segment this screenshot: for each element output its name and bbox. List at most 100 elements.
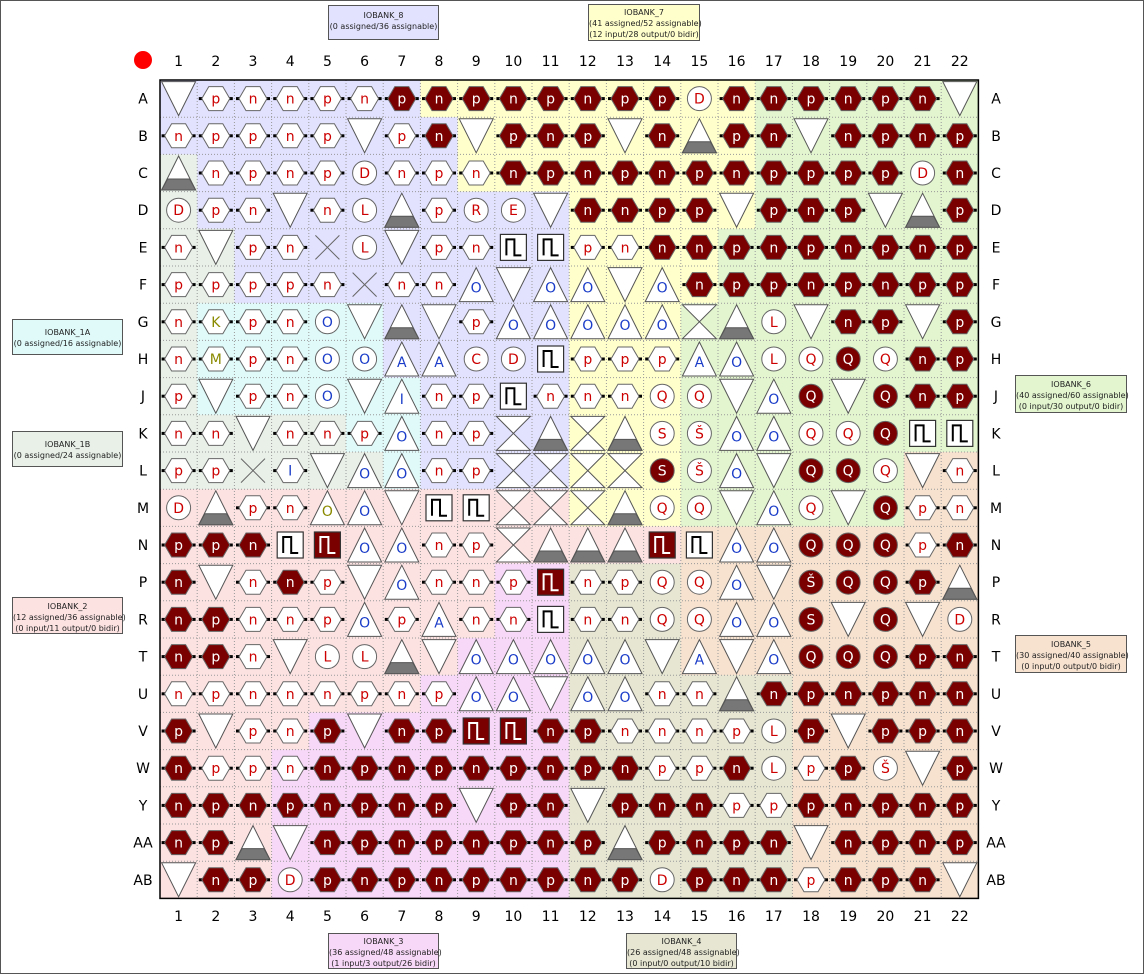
pin-K20[interactable]: Q <box>873 421 897 445</box>
pin-P15[interactable]: Q <box>687 570 711 594</box>
bank-box-iobank-8[interactable]: IOBANK_8 (0 assigned/36 assignable) <box>328 5 439 40</box>
pin-N15[interactable] <box>686 532 712 558</box>
pin-E10[interactable] <box>500 234 526 260</box>
pin-H9[interactable]: C <box>464 347 488 371</box>
pin-M20[interactable]: Q <box>873 496 897 520</box>
pin-T20[interactable]: Q <box>873 645 897 669</box>
pin-letter: O <box>619 653 630 669</box>
pin-letter: n <box>286 166 295 182</box>
pin-N19[interactable]: Q <box>836 533 860 557</box>
pin-J18[interactable]: Q <box>799 384 823 408</box>
pin-P11[interactable] <box>538 569 564 595</box>
bank-box-iobank-3[interactable]: IOBANK_3 (36 assigned/48 assignable) (1 … <box>328 933 439 969</box>
pin-K22[interactable] <box>947 420 973 446</box>
bank-box-iobank-1b[interactable]: IOBANK_1B (0 assigned/24 assignable) <box>12 431 123 467</box>
pin-R15[interactable]: Q <box>687 607 711 631</box>
pin-H6[interactable]: O <box>353 347 377 371</box>
bank-box-iobank-7[interactable]: IOBANK_7 (41 assigned/52 assignable) (12… <box>588 4 700 41</box>
bank-box-iobank-2[interactable]: IOBANK_2 (12 assigned/36 assignable) (0 … <box>12 597 123 634</box>
pin-L18[interactable]: Q <box>799 459 823 483</box>
pin-J10[interactable] <box>500 383 526 409</box>
bank-name: IOBANK_6 <box>1016 379 1126 390</box>
pin-K19[interactable]: Q <box>836 421 860 445</box>
pin-E11[interactable] <box>538 234 564 260</box>
pin-D10[interactable]: E <box>501 198 525 222</box>
pin-L19[interactable]: Q <box>836 459 860 483</box>
pin-W20[interactable]: Š <box>873 756 897 780</box>
column-label: 11 <box>542 54 560 70</box>
pin-R14[interactable]: Q <box>650 607 674 631</box>
bank-box-iobank-6[interactable]: IOBANK_6 (40 assigned/60 assignable) (0 … <box>1015 375 1127 413</box>
pin-E6[interactable]: L <box>353 235 377 259</box>
pin-J14[interactable]: Q <box>650 384 674 408</box>
pin-R11[interactable] <box>538 606 564 632</box>
pin-letter: n <box>546 129 555 145</box>
pin-M15[interactable]: Q <box>687 496 711 520</box>
pin-N4[interactable] <box>277 532 303 558</box>
pin-AB4[interactable]: D <box>278 868 302 892</box>
pin-H5[interactable]: O <box>315 347 339 371</box>
pin-T19[interactable]: Q <box>836 645 860 669</box>
pin-N18[interactable]: Q <box>799 533 823 557</box>
pin-P14[interactable]: Q <box>650 570 674 594</box>
pin-H19[interactable]: Q <box>836 347 860 371</box>
pin-R20[interactable]: Q <box>873 607 897 631</box>
pin-J5[interactable]: O <box>315 384 339 408</box>
pin-R18[interactable]: S <box>799 607 823 631</box>
pin-W17[interactable]: L <box>762 756 786 780</box>
pin-N5[interactable] <box>314 532 340 558</box>
pin-C21[interactable]: D <box>911 161 935 185</box>
pin-letter: p <box>249 724 258 740</box>
bank-box-iobank-4[interactable]: IOBANK_4 (26 assigned/48 assignable) (0 … <box>626 933 737 969</box>
pin-M18[interactable]: Q <box>799 496 823 520</box>
pin-T5[interactable]: L <box>315 645 339 669</box>
ground-band-icon <box>608 439 642 450</box>
pin-J15[interactable]: Q <box>687 384 711 408</box>
pin-T6[interactable]: L <box>353 645 377 669</box>
pin-V9[interactable] <box>463 718 489 744</box>
pin-K21[interactable] <box>910 420 936 446</box>
pin-G5[interactable]: O <box>315 310 339 334</box>
pin-M14[interactable]: Q <box>650 496 674 520</box>
pin-A15[interactable]: D <box>687 87 711 111</box>
pin-G17[interactable]: L <box>762 310 786 334</box>
pin-letter: O <box>657 318 668 334</box>
pin-V17[interactable]: L <box>762 719 786 743</box>
pin-D9[interactable]: R <box>464 198 488 222</box>
pin-M8[interactable] <box>426 495 452 521</box>
pin-N14[interactable] <box>649 532 675 558</box>
pin-L14[interactable]: S <box>650 459 674 483</box>
pin-P19[interactable]: Q <box>836 570 860 594</box>
pin-letter: A <box>695 355 705 371</box>
pin-AB14[interactable]: D <box>650 868 674 892</box>
pin-K18[interactable]: Q <box>799 421 823 445</box>
pin-letter: n <box>732 761 741 777</box>
pin-L20[interactable]: Q <box>873 459 897 483</box>
pin-letter: D <box>917 166 928 182</box>
pin-H18[interactable]: Q <box>799 347 823 371</box>
pin-V10[interactable] <box>500 718 526 744</box>
pin-D6[interactable]: L <box>353 198 377 222</box>
bank-box-iobank-5[interactable]: IOBANK_5 (30 assigned/40 assignable) (0 … <box>1015 635 1127 673</box>
pin-D1[interactable]: D <box>167 198 191 222</box>
pin-P18[interactable]: Š <box>799 570 823 594</box>
pin-R22[interactable]: D <box>948 607 972 631</box>
pin-K14[interactable]: S <box>650 421 674 445</box>
pin-P20[interactable]: Q <box>873 570 897 594</box>
pin-N20[interactable]: Q <box>873 533 897 557</box>
pin-H20[interactable]: Q <box>873 347 897 371</box>
pin-M9[interactable] <box>463 495 489 521</box>
pin-L15[interactable]: Š <box>687 459 711 483</box>
column-label: 4 <box>286 54 295 70</box>
column-label: 19 <box>839 54 857 70</box>
pin-J20[interactable]: Q <box>873 384 897 408</box>
pin-M1[interactable]: D <box>167 496 191 520</box>
pin-K15[interactable]: Š <box>687 421 711 445</box>
pin-H10[interactable]: D <box>501 347 525 371</box>
pin-C6[interactable]: D <box>353 161 377 185</box>
pin-T18[interactable]: Q <box>799 645 823 669</box>
bank-box-iobank-1a[interactable]: IOBANK_1A (0 assigned/16 assignable) <box>12 319 123 355</box>
pin-H17[interactable]: L <box>762 347 786 371</box>
ground-band-icon <box>720 700 754 711</box>
pin-H11[interactable] <box>538 346 564 372</box>
